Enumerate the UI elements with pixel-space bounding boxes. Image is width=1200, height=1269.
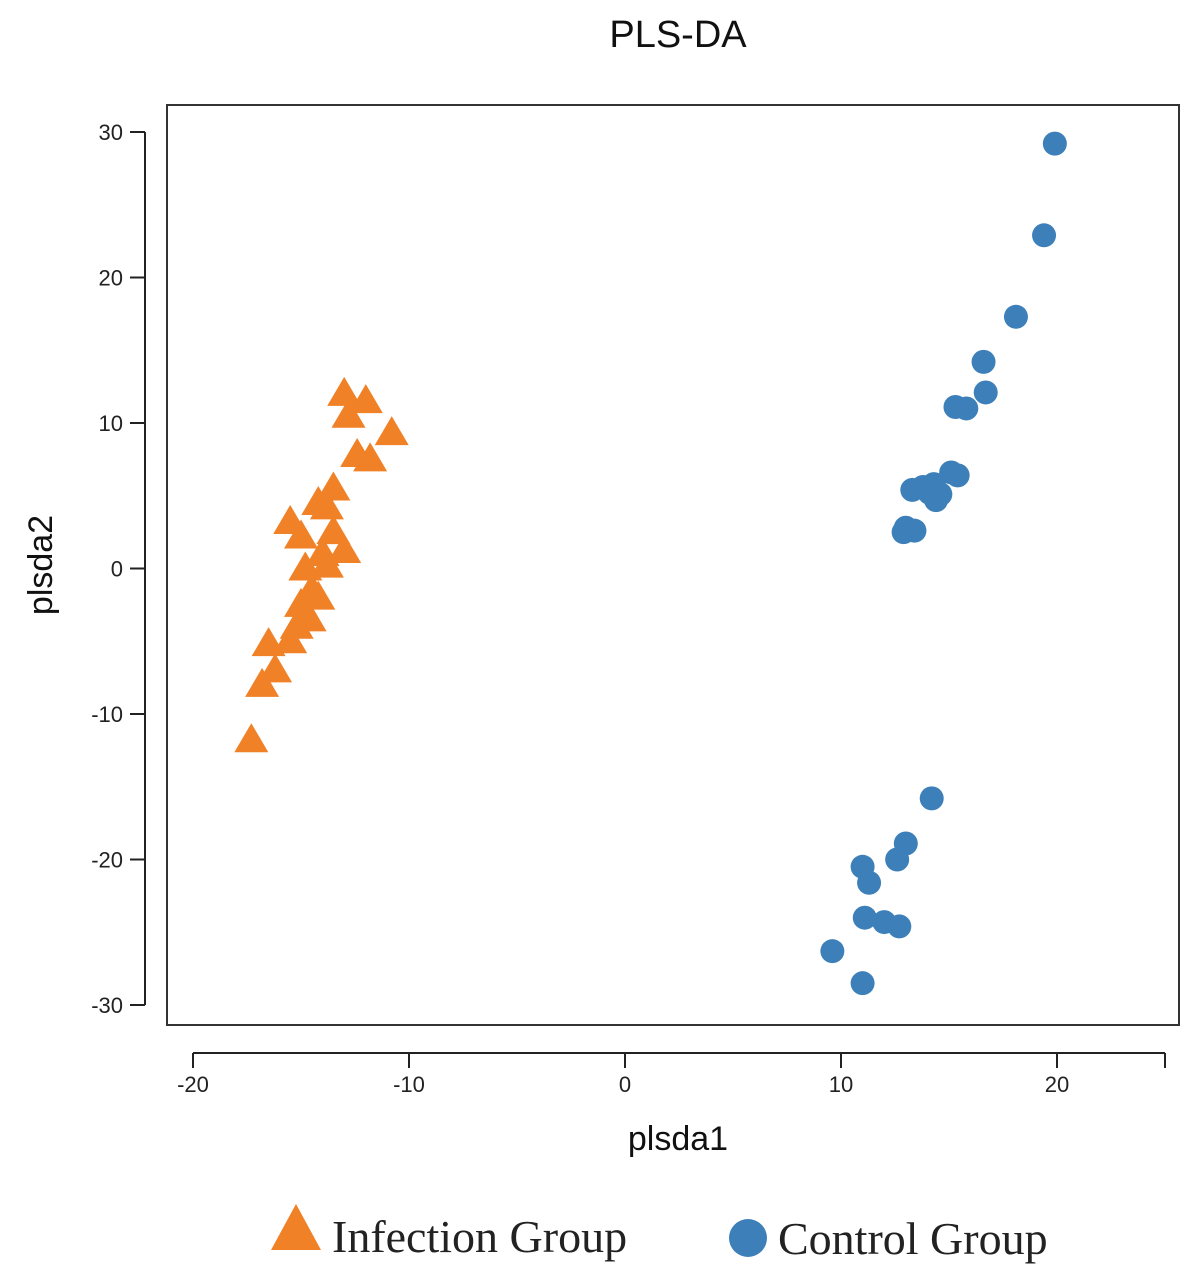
infection-point <box>251 627 286 657</box>
y-tick-label: 20 <box>99 266 123 291</box>
y-axis: -30 -20 -10 0 10 20 30 <box>91 120 146 1018</box>
control-point <box>919 786 944 811</box>
x-tick-label: 0 <box>619 1072 631 1097</box>
infection-point <box>327 376 362 406</box>
plot-frame <box>166 104 1180 1026</box>
chart-title: PLS-DA <box>609 14 747 56</box>
y-tick-label: 30 <box>99 120 123 145</box>
infection-point <box>234 723 269 753</box>
infection-point <box>348 384 383 414</box>
x-axis: -20 -10 0 10 20 <box>177 1052 1166 1097</box>
control-point <box>954 396 979 421</box>
infection-point <box>258 653 293 683</box>
infection-point <box>374 416 409 446</box>
control-point <box>973 380 998 405</box>
legend-infection-label: Infection Group <box>332 1211 627 1262</box>
control-point <box>887 914 912 939</box>
control-point <box>850 971 875 996</box>
infection-point <box>273 624 308 654</box>
infection-point <box>245 667 280 697</box>
control-point <box>902 518 927 543</box>
infection-point <box>353 442 388 472</box>
legend: Infection Group Control Group <box>271 1204 1048 1264</box>
x-tick-label: 20 <box>1045 1072 1069 1097</box>
y-tick-label: -10 <box>91 702 123 727</box>
control-point <box>1032 223 1057 248</box>
control-point <box>820 939 845 964</box>
legend-infection-marker-icon <box>271 1204 321 1250</box>
legend-control-label: Control Group <box>778 1213 1048 1264</box>
infection-point <box>327 534 362 564</box>
control-point <box>1042 131 1067 156</box>
control-point <box>971 349 996 374</box>
control-point <box>945 463 970 488</box>
x-tick-label: -20 <box>177 1072 209 1097</box>
control-point <box>1003 304 1028 329</box>
infection-point <box>316 471 351 501</box>
y-axis-label: plsda2 <box>22 515 60 615</box>
infection-point <box>301 580 336 610</box>
legend-control-marker-icon <box>729 1219 767 1257</box>
x-tick-label: 10 <box>829 1072 853 1097</box>
control-point <box>924 488 949 513</box>
x-tick-label: -10 <box>393 1072 425 1097</box>
y-tick-label: 0 <box>111 557 123 582</box>
control-point <box>852 905 877 930</box>
y-tick-label: -30 <box>91 993 123 1018</box>
infection-point <box>284 519 318 549</box>
infection-point <box>331 398 366 428</box>
control-point <box>885 847 910 872</box>
infection-point <box>309 490 344 520</box>
infection-point <box>316 515 351 545</box>
y-tick-label: -20 <box>91 848 123 873</box>
infection-point <box>309 548 344 578</box>
data-points <box>234 131 1067 996</box>
x-axis-label: plsda1 <box>628 1120 728 1158</box>
control-point <box>857 870 882 895</box>
y-tick-label: 10 <box>99 411 123 436</box>
